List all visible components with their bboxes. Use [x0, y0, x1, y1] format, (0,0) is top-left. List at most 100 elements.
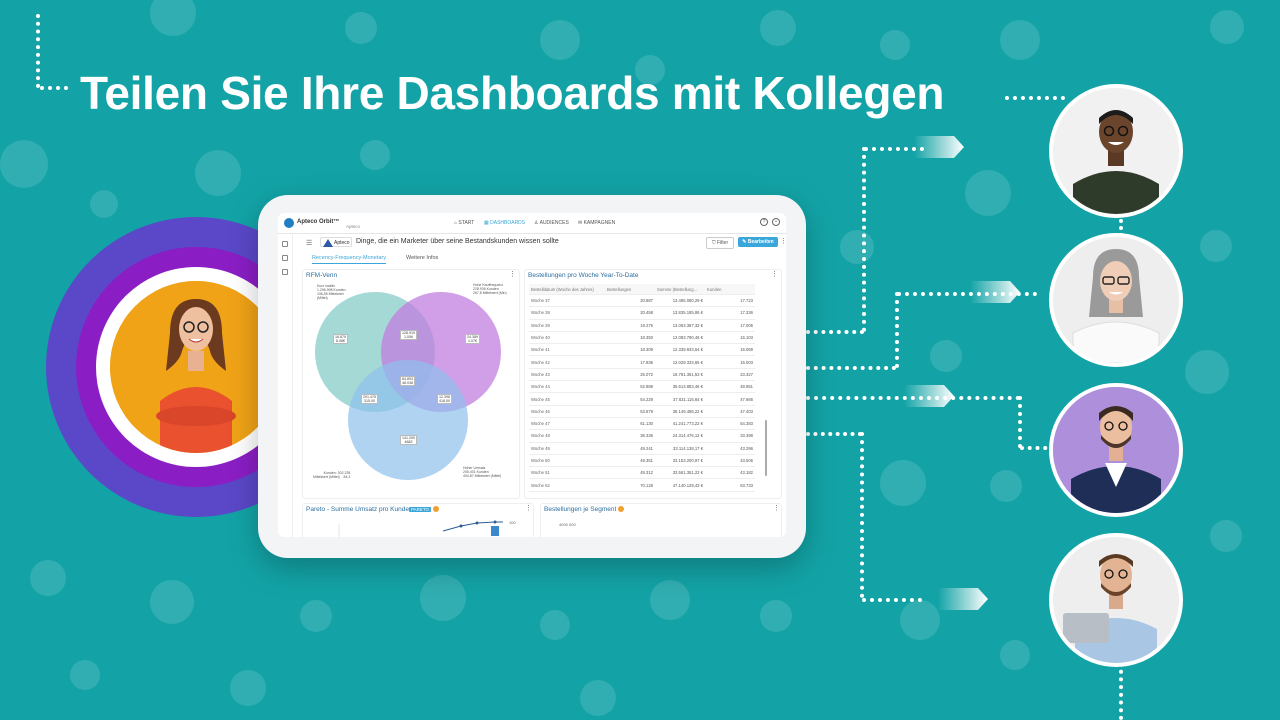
app-sidebar [278, 233, 293, 537]
table-cell: Woche 51 [529, 466, 605, 480]
table-cell: Woche 45 [529, 392, 605, 406]
table-row[interactable]: Woche 41 18.309 12.339.933,64 €16.069 [529, 343, 755, 357]
pareto-tag: PARETO [408, 506, 432, 512]
avatar-colleague-3 [1049, 383, 1183, 517]
table-scrollbar[interactable] [765, 420, 767, 476]
table-row[interactable]: Woche 45 54.229 37.631.115,84 €47.666 [529, 392, 755, 406]
venn-label: 12.398 418.00 [437, 394, 452, 404]
table-row[interactable]: Woche 42 17.936 12.029.333,65 €16.003 [529, 355, 755, 369]
arrow-icon [970, 281, 1020, 303]
venn-note: Kunden: 302.235 Mittelwert (Mittel) 84,3 [313, 471, 351, 479]
venn-label: 84.893 48.038 [400, 376, 415, 386]
table-cell: 61.130 [605, 417, 655, 431]
table-cell: 41.241.773,22 € [655, 417, 705, 431]
person-icon [110, 281, 282, 453]
column-header[interactable]: Summe (Bestellung... [655, 284, 705, 295]
filter-button[interactable]: ⛉ Filter [706, 237, 734, 249]
table-cell: 20.887 [605, 294, 655, 308]
apteco-logo: Apteco [320, 237, 352, 247]
user-icon[interactable]: • [772, 218, 780, 226]
table-cell: Woche 38 [529, 306, 605, 320]
table-row[interactable]: Woche 43 25.072 16.791.351,53 €23.327 [529, 368, 755, 382]
share-icon[interactable] [282, 241, 288, 247]
venn-label: 291.475 315.00 [361, 394, 378, 404]
brand-sub: Apteco [346, 224, 361, 229]
segment-panel: Bestellungen je Segment ⋮ 4000 000 [540, 503, 782, 537]
table-cell: 18.350 [605, 331, 655, 345]
weekly-more-icon[interactable]: ⋮ [771, 271, 778, 278]
tab-rfm[interactable]: Recency-Frequency-Monetary [312, 255, 386, 264]
table-cell: 43.296 [705, 442, 755, 455]
table-row[interactable]: Woche 37 20.887 13.485.080,29 €17.723 [529, 294, 755, 308]
nav-audiences[interactable]: ♙ AUDIENCES [534, 220, 569, 226]
table-cell: 19.275 [605, 319, 655, 332]
column-header[interactable]: Bestelldatum (Woche des Jahres) [529, 284, 605, 295]
avatar-presenter [110, 281, 282, 453]
brand-name: Apteco Orbit™ [297, 219, 340, 225]
tablet-device: Apteco Orbit™ Apteco ⌂ START ▦ DASHBOARD… [258, 195, 806, 558]
table-cell: Woche 41 [529, 343, 605, 357]
nav-start[interactable]: ⌂ START [454, 220, 475, 226]
table-cell: Woche 42 [529, 355, 605, 369]
table-cell: 48.951 [705, 380, 755, 394]
venn-note: Hohe Kauffrequenz 228.936 Kunden 267,8 M… [473, 283, 507, 295]
menu-icon[interactable]: ☰ [306, 240, 313, 247]
arrow-icon [904, 385, 954, 407]
table-cell: Woche 43 [529, 368, 605, 382]
table-cell: 54.229 [605, 392, 655, 406]
venn-panel: RFM-Venn ⋮ 128.919 1.096 24.389 1.07€ 16… [302, 269, 520, 499]
table-row[interactable]: Woche 40 18.350 12.083.790,46 €16.103 [529, 331, 755, 345]
tab-weitere-infos[interactable]: Weitere Infos [406, 255, 439, 261]
table-cell: 13.063.387,32 € [655, 319, 705, 332]
pareto-more-icon[interactable]: ⋮ [525, 505, 532, 512]
table-cell: Woche 52 [529, 478, 605, 492]
table-cell: 12.339.933,64 € [655, 343, 705, 357]
table-cell: Woche 47 [529, 417, 605, 431]
venn-title: RFM-Venn [306, 272, 338, 279]
column-header[interactable]: Kunden [705, 284, 755, 295]
table-cell: 23.327 [705, 368, 755, 382]
weekly-title: Bestellungen pro Woche Year-To-Date [528, 272, 639, 279]
dotted-line-left-h [40, 86, 68, 90]
table-row[interactable]: Woche 52 70.128 47.140.129,43 €63.733 [529, 478, 755, 492]
headline: Teilen Sie Ihre Dashboards mit Kollegen [80, 67, 945, 119]
table-row[interactable]: Woche 48 36.336 24.314.476,12 €33.398 [529, 429, 755, 443]
more-icon[interactable]: ⋮ [780, 238, 786, 245]
column-header[interactable]: Bestellungen [605, 284, 655, 295]
dashboard-icon[interactable] [282, 255, 288, 261]
table-cell: 33.153.200,97 € [655, 454, 705, 468]
table-cell: 49.351 [605, 454, 655, 468]
info-icon[interactable] [433, 506, 440, 513]
segment-more-icon[interactable]: ⋮ [773, 505, 780, 512]
settings-icon[interactable] [282, 269, 288, 275]
nav-dashboards[interactable]: ▦ DASHBOARDS [484, 220, 526, 226]
venn-more-icon[interactable]: ⋮ [509, 271, 516, 278]
pareto-chart [338, 520, 503, 537]
table-row[interactable]: Woche 46 53.679 36.149.486,22 €47.403 [529, 405, 755, 418]
table-row[interactable]: Woche 38 20.458 13.835.185,86 €17.336 [529, 306, 755, 320]
table-cell: 63.733 [705, 478, 755, 492]
table-row[interactable]: Woche 44 52.888 35.613.883,46 €48.951 [529, 380, 755, 394]
avatar-colleague-4 [1049, 533, 1183, 667]
table-row[interactable]: Woche 51 49.312 33.561.351,22 €43.182 [529, 466, 755, 480]
table-cell: 24.314.476,12 € [655, 429, 705, 443]
table-cell: Woche 39 [529, 319, 605, 332]
table-row[interactable]: Woche 50 49.351 33.153.200,97 €43.506 [529, 454, 755, 468]
table-cell: 12.083.790,46 € [655, 331, 705, 345]
edit-button[interactable]: ✎ Bearbeiten [738, 237, 778, 247]
table-cell: 13.485.080,29 € [655, 294, 705, 308]
table-cell: 47.666 [705, 392, 755, 406]
nav-kampagnen[interactable]: ✉ KAMPAGNEN [578, 220, 616, 226]
table-row[interactable]: Woche 39 19.275 13.063.387,32 €17.006 [529, 319, 755, 332]
table-row[interactable]: Woche 49 49.241 33.114.138,17 €43.296 [529, 442, 755, 455]
help-icon[interactable]: ? [760, 218, 768, 226]
table-row[interactable]: Woche 47 61.130 41.241.773,22 €54.383 [529, 417, 755, 431]
table-cell: 16.003 [705, 355, 755, 369]
info-icon[interactable] [618, 506, 625, 513]
table-cell: 16.791.351,53 € [655, 368, 705, 382]
table-cell: 16.103 [705, 331, 755, 345]
dotted-line-right [1005, 96, 1065, 100]
table-cell: Woche 50 [529, 454, 605, 468]
table-cell: 35.613.883,46 € [655, 380, 705, 394]
table-cell: 17.723 [705, 294, 755, 308]
